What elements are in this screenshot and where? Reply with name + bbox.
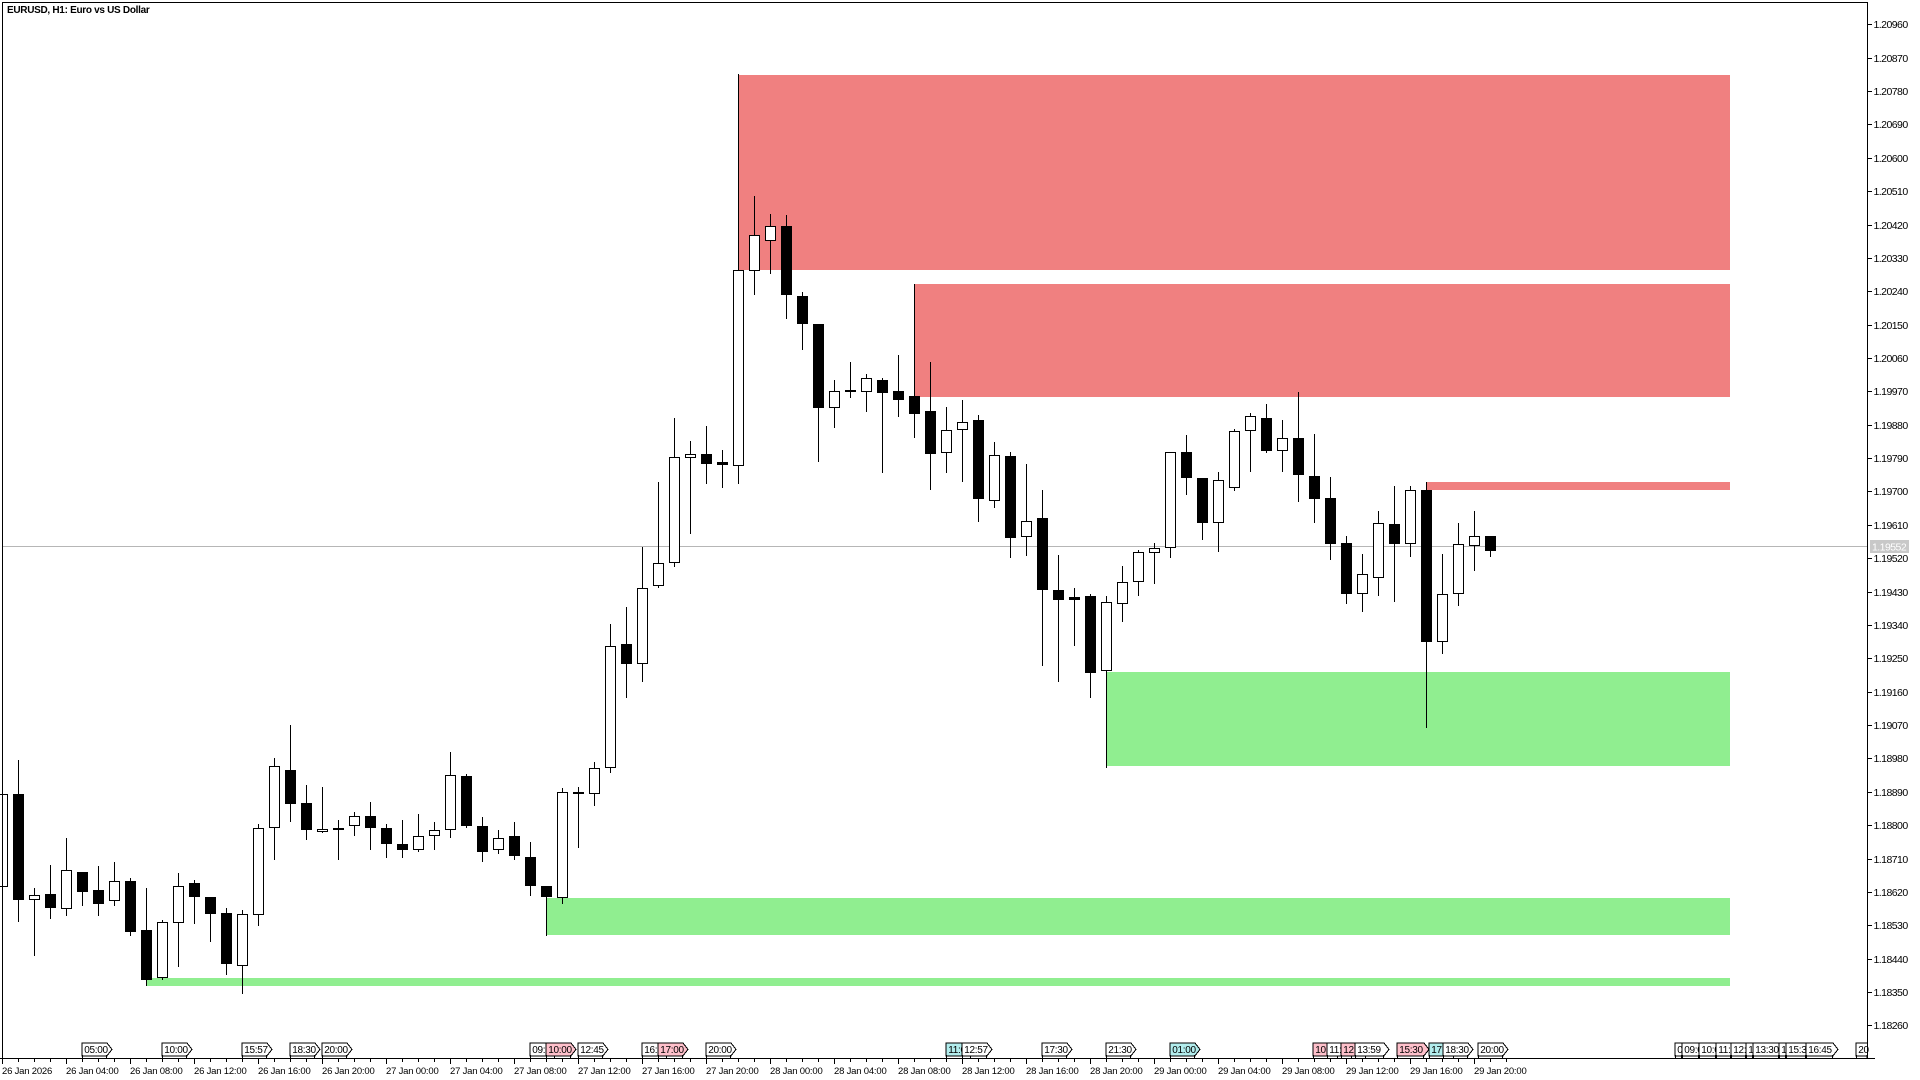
svg-text:26 Jan 20:00: 26 Jan 20:00 [322,1066,375,1077]
svg-text:27 Jan 16:00: 27 Jan 16:00 [642,1066,695,1077]
svg-text:1.18980: 1.18980 [1874,753,1909,765]
svg-text:1.20960: 1.20960 [1874,19,1909,31]
svg-text:17:00: 17:00 [660,1045,684,1056]
svg-text:09:00: 09:00 [532,1045,556,1056]
svg-text:15:30: 15:30 [1399,1045,1423,1056]
svg-text:1.18530: 1.18530 [1874,920,1909,932]
svg-text:1.20510: 1.20510 [1874,186,1909,198]
svg-text:1.20870: 1.20870 [1874,53,1909,65]
svg-text:1.18800: 1.18800 [1874,820,1909,832]
svg-text:1.20780: 1.20780 [1874,86,1909,98]
svg-text:29 Jan 08:00: 29 Jan 08:00 [1282,1066,1335,1077]
svg-text:1.19520: 1.19520 [1874,553,1909,565]
svg-text:15:30: 15:30 [1788,1045,1812,1056]
svg-text:05:00: 05:00 [84,1045,108,1056]
svg-text:1.18350: 1.18350 [1874,987,1909,999]
svg-text:1.20690: 1.20690 [1874,119,1909,131]
svg-text:01:00: 01:00 [1172,1045,1196,1056]
svg-text:29 Jan 04:00: 29 Jan 04:00 [1218,1066,1271,1077]
svg-text:28 Jan 00:00: 28 Jan 00:00 [770,1066,823,1077]
svg-text:12:57: 12:57 [964,1045,988,1056]
svg-text:18:30: 18:30 [1445,1045,1469,1056]
svg-text:27 Jan 08:00: 27 Jan 08:00 [514,1066,567,1077]
svg-text:1.19340: 1.19340 [1874,620,1909,632]
svg-text:09:00: 09:00 [1684,1045,1708,1056]
svg-text:28 Jan 16:00: 28 Jan 16:00 [1026,1066,1079,1077]
svg-text:26 Jan 04:00: 26 Jan 04:00 [66,1066,119,1077]
svg-text:1.20240: 1.20240 [1874,286,1909,298]
svg-text:26 Jan 2026: 26 Jan 2026 [2,1066,52,1077]
svg-text:1.20600: 1.20600 [1874,153,1909,165]
svg-text:10:00: 10:00 [1701,1045,1725,1056]
svg-text:11:00: 11:00 [948,1045,972,1056]
svg-text:16:00: 16:00 [644,1045,668,1056]
svg-text:1.19070: 1.19070 [1874,720,1909,732]
svg-text:27 Jan 04:00: 27 Jan 04:00 [450,1066,503,1077]
svg-text:20:00: 20:00 [324,1045,348,1056]
svg-text:1.18890: 1.18890 [1874,787,1909,799]
svg-text:29 Jan 12:00: 29 Jan 12:00 [1346,1066,1399,1077]
svg-text:28 Jan 08:00: 28 Jan 08:00 [898,1066,951,1077]
svg-text:1.19970: 1.19970 [1874,386,1909,398]
svg-text:1.20150: 1.20150 [1874,320,1909,332]
svg-text:1.19880: 1.19880 [1874,420,1909,432]
svg-text:1.18620: 1.18620 [1874,887,1909,899]
svg-text:27 Jan 20:00: 27 Jan 20:00 [706,1066,759,1077]
svg-text:13:59: 13:59 [1357,1045,1381,1056]
svg-text:12:45: 12:45 [580,1045,604,1056]
svg-text:28 Jan 20:00: 28 Jan 20:00 [1090,1066,1143,1077]
svg-text:1.19790: 1.19790 [1874,453,1909,465]
svg-text:26 Jan 12:00: 26 Jan 12:00 [194,1066,247,1077]
svg-text:27 Jan 00:00: 27 Jan 00:00 [386,1066,439,1077]
svg-text:20:00: 20:00 [1480,1045,1504,1056]
svg-text:16:45: 16:45 [1808,1045,1832,1056]
svg-text:18:30: 18:30 [292,1045,316,1056]
svg-text:29 Jan 20:00: 29 Jan 20:00 [1474,1066,1527,1077]
svg-text:1.19700: 1.19700 [1874,486,1909,498]
svg-text:1.19610: 1.19610 [1874,520,1909,532]
svg-text:1.20420: 1.20420 [1874,220,1909,232]
svg-text:29 Jan 00:00: 29 Jan 00:00 [1154,1066,1207,1077]
svg-text:10:00: 10:00 [548,1045,572,1056]
svg-text:EURUSD, H1: Euro vs US Dollar: EURUSD, H1: Euro vs US Dollar [7,5,150,16]
svg-text:20:00: 20:00 [708,1045,732,1056]
svg-text:20: 20 [1858,1045,1869,1056]
svg-text:17:30: 17:30 [1044,1045,1068,1056]
svg-text:26 Jan 08:00: 26 Jan 08:00 [130,1066,183,1077]
svg-text:1.18260: 1.18260 [1874,1020,1909,1032]
svg-text:28 Jan 12:00: 28 Jan 12:00 [962,1066,1015,1077]
svg-text:12:00: 12:00 [1733,1045,1757,1056]
svg-text:28 Jan 04:00: 28 Jan 04:00 [834,1066,887,1077]
svg-text:1.18710: 1.18710 [1874,854,1909,866]
svg-text:27 Jan 12:00: 27 Jan 12:00 [578,1066,631,1077]
svg-text:1.19160: 1.19160 [1874,687,1909,699]
svg-text:11:00: 11:00 [1718,1045,1742,1056]
svg-text:1.20060: 1.20060 [1874,353,1909,365]
svg-text:15:57: 15:57 [244,1045,268,1056]
svg-text:13:30: 13:30 [1755,1045,1779,1056]
svg-text:10:00: 10:00 [164,1045,188,1056]
svg-text:1.19552: 1.19552 [1872,542,1907,554]
svg-text:1.20330: 1.20330 [1874,253,1909,265]
svg-text:1.19430: 1.19430 [1874,587,1909,599]
svg-text:26 Jan 16:00: 26 Jan 16:00 [258,1066,311,1077]
svg-text:21:30: 21:30 [1108,1045,1132,1056]
svg-text:29 Jan 16:00: 29 Jan 16:00 [1410,1066,1463,1077]
svg-text:1.19250: 1.19250 [1874,653,1909,665]
svg-text:1.18440: 1.18440 [1874,954,1909,966]
